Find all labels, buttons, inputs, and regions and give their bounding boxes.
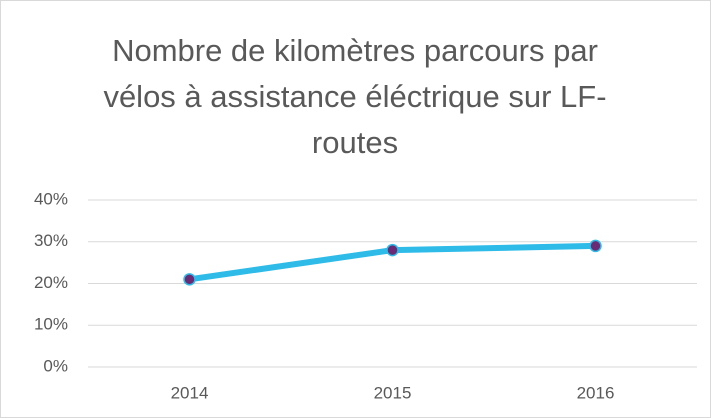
x-tick-label: 2015 bbox=[374, 383, 412, 402]
y-tick-label: 30% bbox=[34, 231, 68, 250]
chart-title: Nombre de kilomètres parcours par vélos … bbox=[103, 33, 607, 160]
data-point bbox=[183, 273, 196, 286]
y-tick-label: 0% bbox=[43, 356, 68, 375]
y-tick-label: 20% bbox=[34, 273, 68, 292]
y-tick-label: 10% bbox=[34, 315, 68, 334]
data-point bbox=[589, 239, 602, 253]
data-point bbox=[386, 243, 399, 257]
x-tick-label: 2016 bbox=[577, 383, 615, 402]
y-tick-label: 40% bbox=[34, 189, 68, 208]
x-tick-label: 2014 bbox=[171, 383, 209, 402]
